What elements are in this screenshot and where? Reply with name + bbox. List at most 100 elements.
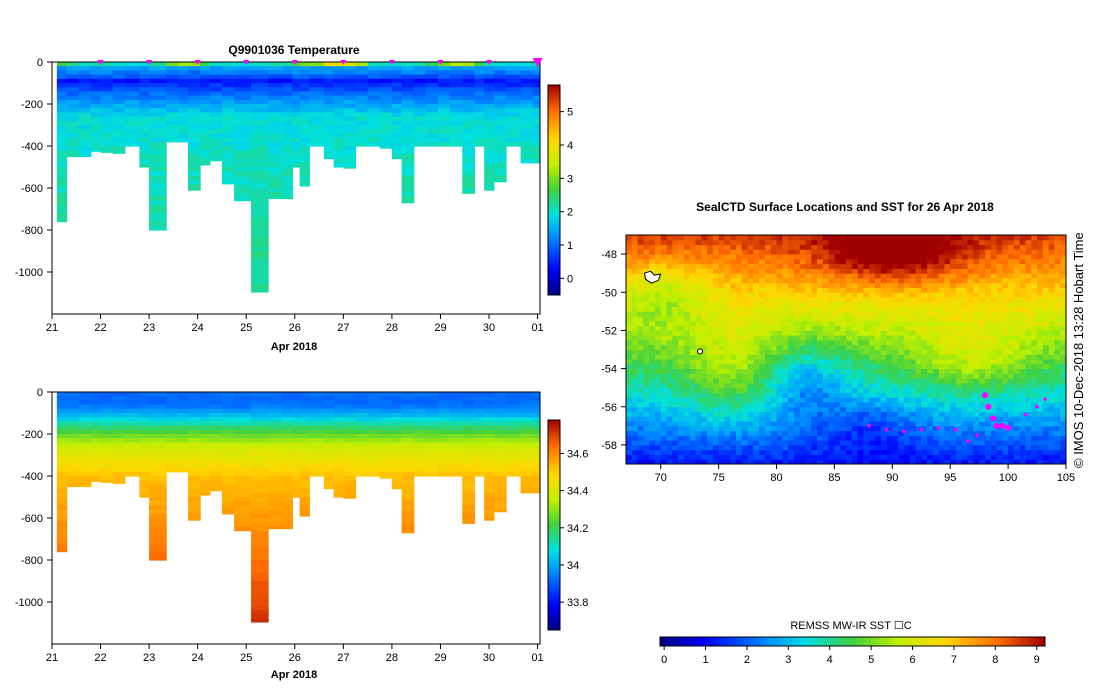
temperature-cell: [251, 125, 269, 130]
temperature-cell: [209, 66, 223, 71]
sst-cell: [683, 449, 691, 455]
sst-cell: [643, 301, 650, 308]
sst-cell: [863, 416, 870, 422]
sst-cell: [909, 354, 916, 360]
sst-cell: [678, 425, 685, 432]
sst-cell: [909, 297, 916, 303]
sst-cell: [886, 292, 893, 298]
sst-cell: [631, 344, 639, 350]
sst-cell: [643, 277, 650, 284]
sst-cell: [678, 416, 685, 422]
sst-cell: [689, 368, 696, 374]
sst-cell: [793, 392, 801, 398]
sst-cell: [759, 421, 766, 427]
salinity-cell: [100, 417, 114, 422]
temperature-cell: [333, 87, 344, 92]
temperature-cell: [438, 70, 451, 76]
sst-cell: [666, 359, 673, 365]
temperature-cell: [323, 154, 335, 160]
temperature-cell: [166, 137, 179, 143]
salinity-cell: [221, 450, 235, 456]
salinity-cell: [367, 459, 381, 464]
sst-cell: [753, 273, 760, 279]
temperature-cell: [209, 83, 223, 88]
sst-cell: [788, 297, 795, 303]
sst-cell: [712, 335, 720, 341]
sst-cell: [672, 297, 679, 303]
temperature-cell: [484, 179, 495, 185]
temperature-cell: [450, 74, 463, 80]
salinity-cell: [323, 425, 335, 431]
salinity-cell: [166, 413, 179, 418]
salinity-cell: [438, 438, 451, 443]
sst-cell: [857, 263, 864, 269]
salinity-cell: [149, 480, 167, 485]
sst-cell: [736, 382, 743, 389]
temperature-cell: [391, 99, 403, 105]
temperature-cell: [367, 70, 381, 76]
temperature-cell: [66, 146, 80, 151]
sst-cell: [869, 392, 876, 398]
temperature-cell: [139, 66, 150, 71]
sst-cell: [921, 368, 928, 374]
sst-cell: [759, 301, 766, 308]
sst-cell: [736, 425, 743, 432]
temperature-cell: [221, 175, 235, 181]
salinity-cell: [200, 463, 211, 469]
temperature-cell: [282, 70, 293, 76]
temperature-cell: [323, 137, 335, 143]
salinity-cell: [425, 404, 439, 410]
salinity-cell: [149, 408, 167, 414]
x-tick-label: 27: [337, 652, 349, 664]
temperature-cell: [292, 162, 301, 168]
sst-cell: [811, 411, 818, 417]
sst-cell: [736, 406, 743, 413]
salinity-cell: [234, 425, 252, 431]
salinity-cell: [438, 450, 451, 456]
sst-cell: [764, 354, 772, 360]
temperature-cell: [124, 104, 141, 109]
temperature-cell: [234, 150, 252, 155]
temperature-cell: [379, 95, 393, 101]
temperature-profiles: [56, 62, 540, 293]
temperature-cell: [90, 112, 102, 118]
sst-cell: [793, 387, 801, 393]
temperature-cell: [56, 192, 68, 197]
temperature-cell: [100, 70, 114, 76]
salinity-cell: [200, 417, 211, 422]
temperature-cell: [292, 133, 301, 139]
sst-cell: [631, 282, 639, 288]
temperature-cell: [56, 196, 68, 202]
salinity-cell: [493, 408, 507, 414]
sst-cell: [643, 449, 650, 455]
salinity-cell: [484, 408, 495, 414]
sst-cell: [770, 421, 778, 427]
sst-cell: [869, 425, 876, 432]
sst-cell: [753, 406, 760, 413]
sst-cell: [701, 268, 708, 274]
salinity-cell: [221, 404, 235, 410]
sst-cell: [921, 263, 928, 269]
sst-cell: [880, 411, 888, 417]
salinity-cell: [484, 509, 495, 515]
sst-cell: [654, 354, 662, 360]
sst-cell: [626, 454, 633, 460]
sst-cell: [672, 349, 679, 355]
sst-cell: [822, 368, 830, 374]
sst-cell: [793, 235, 801, 241]
salinity-cell: [187, 392, 201, 397]
salinity-cell: [425, 429, 439, 435]
sst-cell: [695, 359, 702, 365]
sst-cell: [741, 277, 749, 284]
temperature-cell: [484, 91, 495, 97]
temperature-cell: [292, 146, 301, 151]
sst-cell: [724, 277, 731, 284]
salinity-cell: [112, 417, 126, 422]
sst-cell: [730, 344, 737, 350]
sst-cell: [631, 449, 639, 455]
sst-cell: [950, 239, 957, 246]
salinity-cell: [379, 413, 393, 418]
sst-cell: [788, 330, 795, 336]
sst-cell: [626, 421, 633, 427]
salinity-cell: [438, 442, 451, 448]
